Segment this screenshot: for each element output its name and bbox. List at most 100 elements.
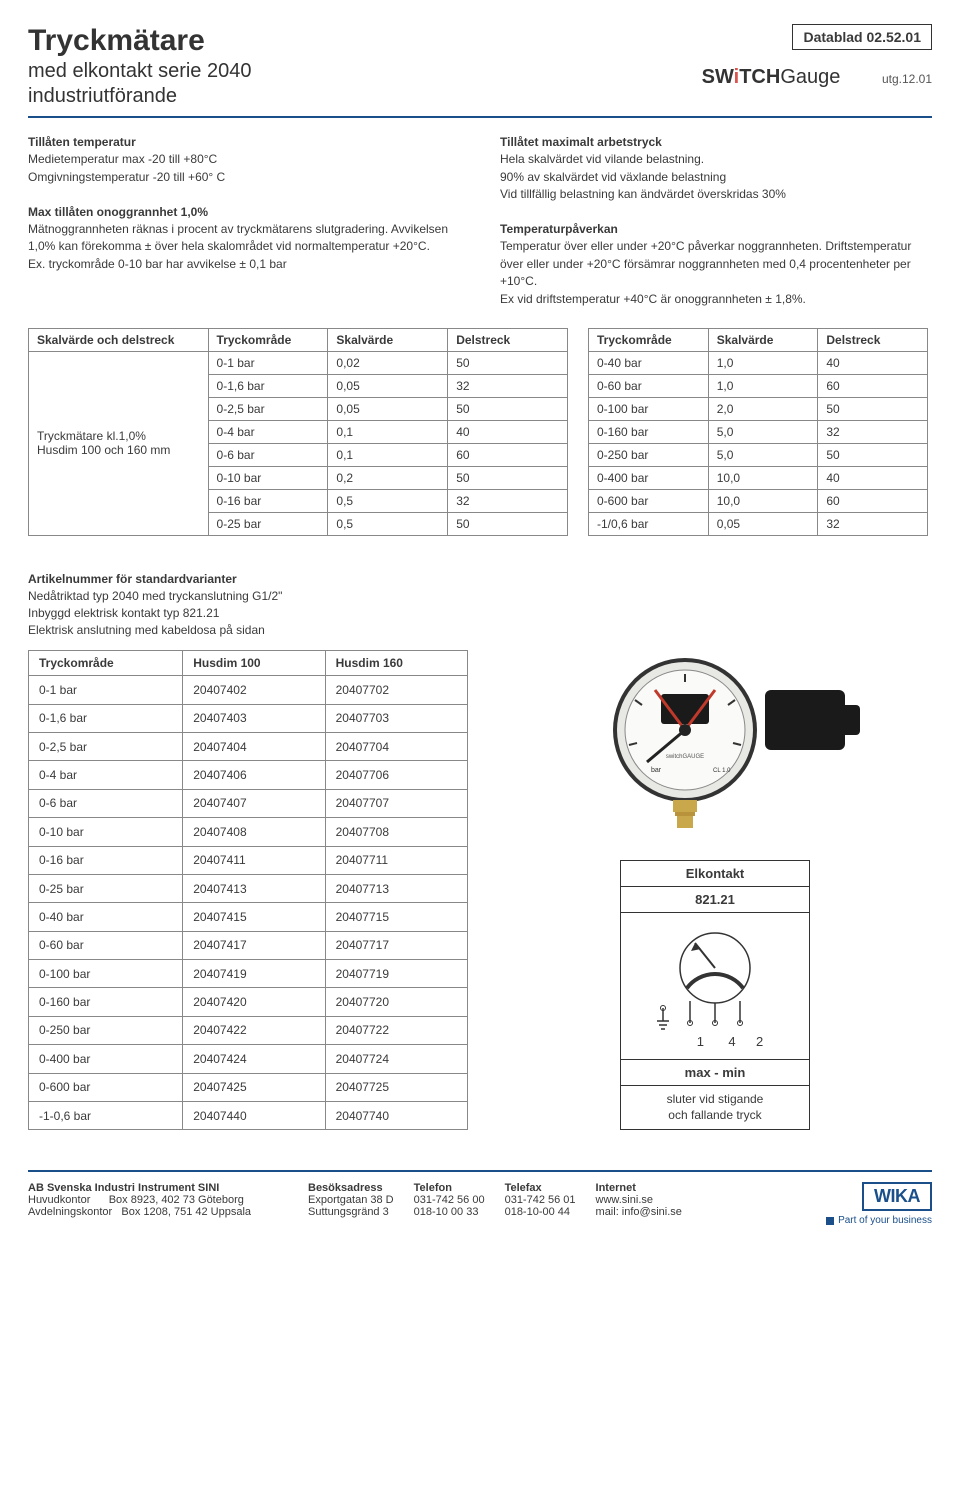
table-row: 0-160 bar2040742020407720 (29, 988, 468, 1016)
table-cell: 0,5 (328, 512, 448, 535)
table-row: 0-600 bar10,060 (589, 489, 928, 512)
accuracy-body: Mätnoggrannheten räknas i procent av try… (28, 222, 448, 253)
table-cell: 20407413 (183, 874, 325, 902)
spec-text-columns: Tillåten temperatur Medietemperatur max … (28, 134, 932, 308)
table-cell: 60 (448, 443, 568, 466)
table-cell: 0-2,5 bar (29, 733, 183, 761)
table-cell: 40 (818, 351, 928, 374)
ambient-temp: Omgivningstemperatur -20 till +60° C (28, 170, 225, 184)
table-cell: 0-1 bar (29, 676, 183, 704)
contact-title: Elkontakt (621, 861, 809, 887)
rowspan-label: Tryckmätare kl.1,0% (37, 429, 146, 443)
table-cell: 1,0 (708, 374, 818, 397)
table-cell: 32 (818, 420, 928, 443)
table-cell: 0-4 bar (29, 761, 183, 789)
table-cell: 20407713 (325, 874, 467, 902)
page-subtitle-1: med elkontakt serie 2040 (28, 60, 251, 83)
table-row: 0-60 bar1,060 (589, 374, 928, 397)
table-cell: -1-0,6 bar (29, 1101, 183, 1130)
table-row: 0-60 bar2040741720407717 (29, 931, 468, 959)
table-cell: 20407724 (325, 1045, 467, 1073)
table-header: Tryckområde (29, 651, 183, 676)
spec-left-column: Tillåten temperatur Medietemperatur max … (28, 134, 460, 308)
table-cell: 40 (818, 466, 928, 489)
temp-effect-example: Ex vid driftstemperatur +40°C är onoggra… (500, 292, 806, 306)
table-cell: 20407725 (325, 1073, 467, 1101)
table-cell: 0-10 bar (208, 466, 328, 489)
table-cell: 0,05 (328, 397, 448, 420)
table-header: Tryckområde (208, 328, 328, 351)
table-cell: 0,1 (328, 443, 448, 466)
table-cell: 20407424 (183, 1045, 325, 1073)
table-cell: 20407707 (325, 789, 467, 817)
document-header: Tryckmätare med elkontakt serie 2040 ind… (28, 24, 932, 118)
article-line-1: Nedåtriktad typ 2040 med tryckanslutning… (28, 589, 282, 603)
table-row: -1/0,6 bar0,0532 (589, 512, 928, 535)
table-header: Skalvärde och delstreck (29, 328, 209, 351)
table-header: Delstreck (818, 328, 928, 351)
table-row: 0-2,5 bar2040740420407704 (29, 733, 468, 761)
table-cell: 0-1 bar (208, 351, 328, 374)
table-row: 0-600 bar2040742520407725 (29, 1073, 468, 1101)
table-cell: 0-6 bar (29, 789, 183, 817)
table-row: 0-10 bar2040740820407708 (29, 818, 468, 846)
temp-effect-body: Temperatur över eller under +20°C påverk… (500, 239, 911, 288)
table-header: Husdim 100 (183, 651, 325, 676)
table-header: Tryckområde (589, 328, 709, 351)
table-cell: 20407402 (183, 676, 325, 704)
table-header: Husdim 160 (325, 651, 467, 676)
svg-text:switchGAUGE: switchGAUGE (666, 754, 704, 760)
table-cell: 2,0 (708, 397, 818, 420)
table-cell: 0-160 bar (589, 420, 709, 443)
pin-2: 2 (748, 1034, 772, 1049)
table-cell: 20407407 (183, 789, 325, 817)
table-cell: 20407408 (183, 818, 325, 846)
edition-label: utg.12.01 (882, 72, 932, 86)
table-cell: 0-100 bar (589, 397, 709, 420)
gauge-product-image: switchGAUGE bar CL 1.0 (565, 650, 865, 830)
table-cell: 20407740 (325, 1101, 467, 1130)
table-cell: 32 (818, 512, 928, 535)
table-cell: 0,05 (328, 374, 448, 397)
table-cell: 0-6 bar (208, 443, 328, 466)
table-cell: 0-16 bar (208, 489, 328, 512)
table-header: Delstreck (448, 328, 568, 351)
wika-tagline: Part of your business (826, 1215, 932, 1226)
max-pressure-3: Vid tillfällig belastning kan ändvärdet … (500, 187, 786, 201)
table-row: 0-100 bar2040741920407719 (29, 960, 468, 988)
table-cell: 50 (818, 443, 928, 466)
table-cell: 0-250 bar (29, 1016, 183, 1044)
pin-4: 4 (720, 1034, 744, 1049)
table-cell: 20407717 (325, 931, 467, 959)
article-line-3: Elektrisk anslutning med kabeldosa på si… (28, 623, 265, 637)
table-cell: 20407708 (325, 818, 467, 846)
table-cell: 32 (448, 489, 568, 512)
table-row: Tryckmätare kl.1,0%Husdim 100 och 160 mm… (29, 351, 568, 374)
table-cell: 0-1,6 bar (29, 704, 183, 732)
pin-1: 1 (684, 1034, 716, 1049)
table-cell: 20407417 (183, 931, 325, 959)
media-temp: Medietemperatur max -20 till +80°C (28, 152, 217, 166)
table-cell: 20407411 (183, 846, 325, 874)
table-cell: 0-4 bar (208, 420, 328, 443)
table-row: 0-4 bar2040740620407706 (29, 761, 468, 789)
contact-type: 821.21 (621, 887, 809, 913)
table-cell: 1,0 (708, 351, 818, 374)
table-cell: 10,0 (708, 489, 818, 512)
table-cell: 50 (448, 512, 568, 535)
table-cell: 50 (818, 397, 928, 420)
table-cell: 0,5 (328, 489, 448, 512)
table-row: 0-25 bar2040741320407713 (29, 874, 468, 902)
table-cell: 20407720 (325, 988, 467, 1016)
table-cell: 10,0 (708, 466, 818, 489)
max-pressure-1: Hela skalvärdet vid vilande belastning. (500, 152, 704, 166)
page-subtitle-2: industriutförande (28, 85, 251, 108)
svg-text:bar: bar (651, 767, 662, 774)
temp-effect-heading: Temperaturpåverkan (500, 222, 618, 236)
contact-mode-label: max - min (621, 1060, 809, 1086)
table-cell: 0-60 bar (29, 931, 183, 959)
page-title: Tryckmätare (28, 24, 251, 58)
table-cell: 5,0 (708, 420, 818, 443)
table-cell: 0-1,6 bar (208, 374, 328, 397)
table-row: 0-1 bar2040740220407702 (29, 676, 468, 704)
